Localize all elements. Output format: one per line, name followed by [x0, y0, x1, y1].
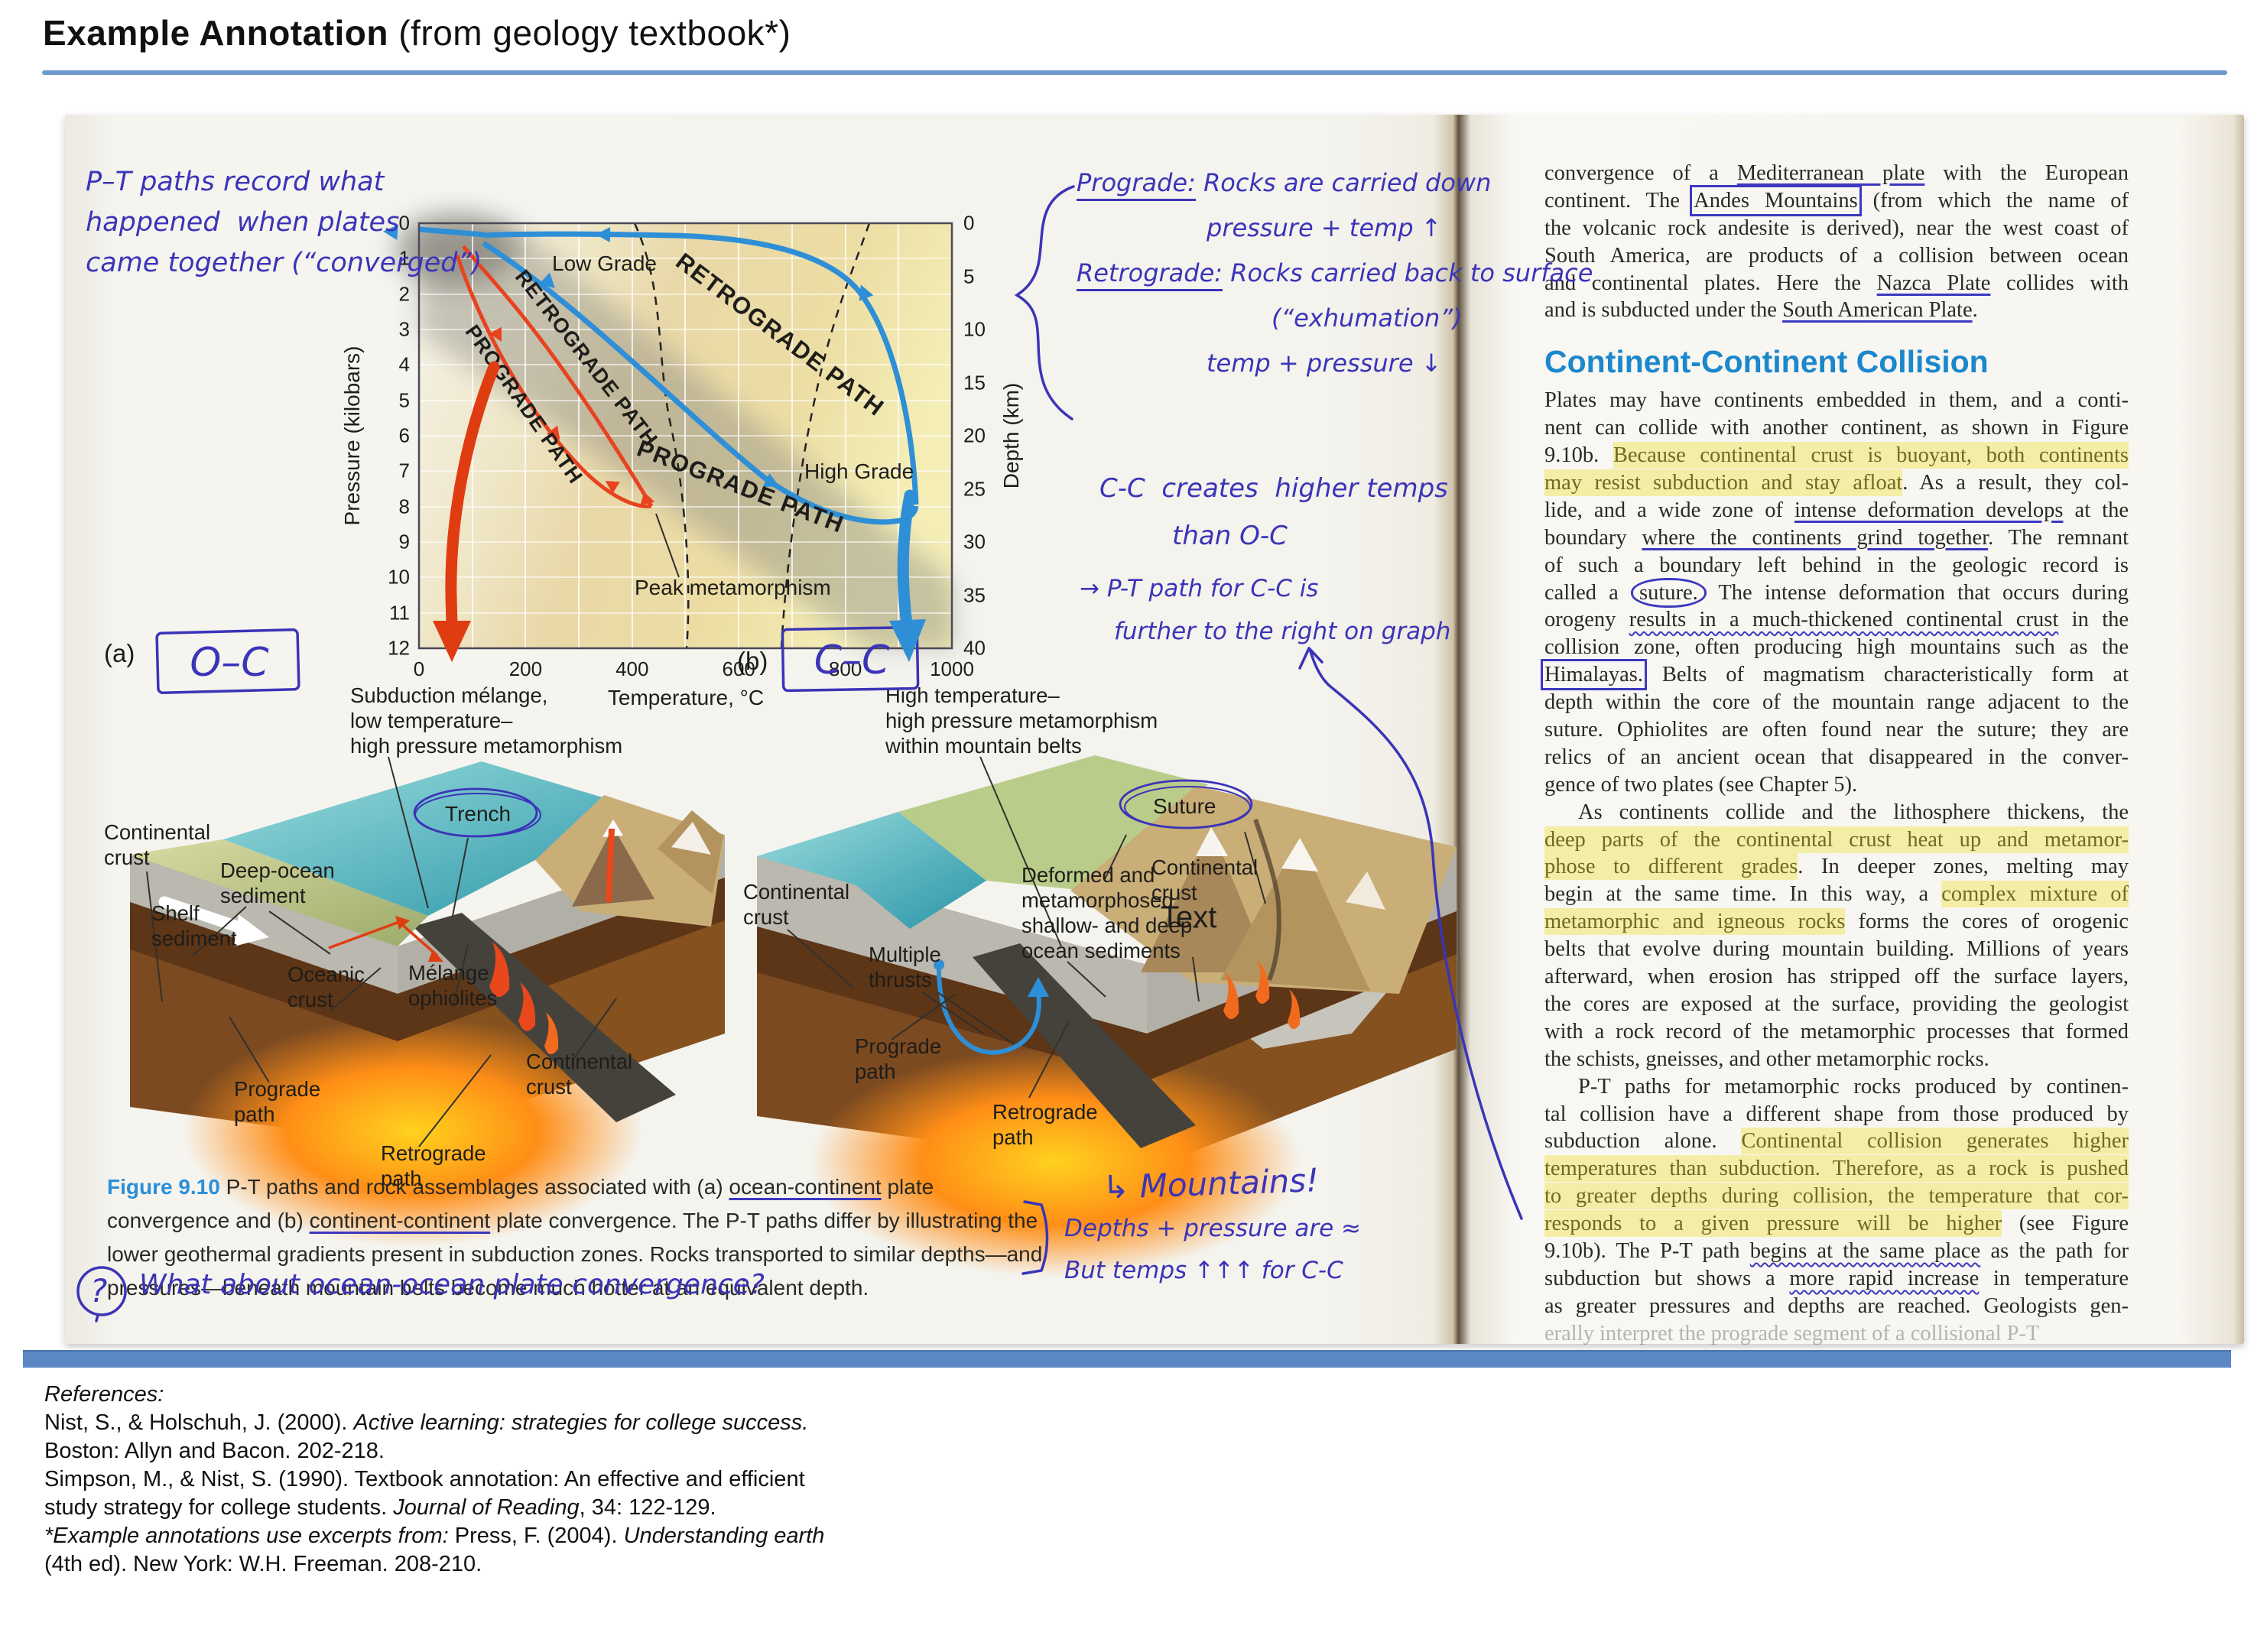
label-b-retrograde-path: Retrograde path	[992, 1100, 1098, 1149]
hw-prograde-retrograde-note: Prograde: Rocks are carried down pressure…	[1077, 168, 1593, 378]
hw-question-circle	[76, 1266, 127, 1316]
panel-b-block	[757, 755, 1457, 1277]
label-b-continental-crust-right: Continental crust	[1151, 855, 1259, 904]
block-diagrams-art	[130, 755, 1457, 1277]
label-melange-ophiolites: Mélange ophiolites	[408, 961, 498, 1010]
y-axis-label-depth: Depth (km)	[999, 383, 1023, 488]
header-divider	[42, 70, 2227, 75]
label-subduction-melange: Subduction mélange, low temperature– hig…	[350, 683, 623, 758]
label-text-artifact: Text	[1161, 901, 1217, 934]
hw-depths-note: Depths + pressure are ≈ But temps ↑↑↑ for…	[1064, 1215, 1362, 1284]
chart-to-panel-arrows	[433, 361, 926, 662]
hw-cc-higher-temps-note: C-C creates higher temps than O-C	[1099, 473, 1448, 551]
hw-oc-tag: O–C	[190, 640, 269, 686]
hw-oc-box	[155, 628, 300, 694]
chart-label-peak: Peak metamorphism	[635, 576, 831, 599]
chart-label-high-grade: High Grade	[804, 459, 914, 483]
hw-bracket	[1021, 1200, 1049, 1275]
hw-question-mark: ?	[90, 1272, 108, 1310]
label-deformed-sediments: Deformed and metamorphosed shallow- and …	[1021, 863, 1200, 962]
page-title: Example Annotation (from geology textboo…	[43, 12, 791, 54]
hw-cc-path-right-note: → P-T path for C-C is further to the righ…	[1080, 575, 1451, 645]
textbook-column: convergence of a Mediterranean plate wit…	[1540, 161, 2129, 1345]
label-trench: Trench	[445, 802, 512, 826]
label-shelf-sediment: Shelf sediment	[151, 901, 237, 950]
panel-a-block	[130, 756, 725, 1246]
label-a-continental-crust-left: Continental crust	[104, 820, 211, 869]
hw-question-note: What about ocean-ocean plate convergence…	[139, 1269, 765, 1300]
figure-caption: Figure 9.10 P-T paths and rock assemblag…	[107, 1175, 1043, 1300]
page-title-bold: Example Annotation	[43, 13, 388, 53]
hw-cc-tag: C–C	[814, 638, 890, 683]
panel-b-index: (b)	[737, 647, 768, 675]
label-oceanic-crust: Oceanic crust	[287, 962, 365, 1011]
references: References: Nist, S., & Holschuh, J. (200…	[44, 1382, 825, 1576]
hw-brace	[1014, 185, 1075, 420]
y-axis-label-pressure: Pressure (kilobars)	[340, 346, 364, 526]
hw-long-arrow	[1309, 650, 1523, 1220]
label-b-continental-crust-left: Continental crust	[743, 880, 850, 929]
x-axis-label-temperature: Temperature, °C	[608, 686, 764, 709]
pt-chart: Low Grade High Grade Peak metamorphism P…	[340, 213, 1023, 709]
label-a-retrograde-path: Retrograde path	[381, 1141, 486, 1190]
footer-divider	[23, 1350, 2231, 1368]
label-a-continental-crust-right: Continental crust	[526, 1050, 633, 1099]
panel-a-index: (a)	[104, 639, 135, 667]
label-high-temp: High temperature– high pressure metamorp…	[885, 683, 1158, 758]
label-deep-ocean-sediment: Deep-ocean sediment	[220, 858, 335, 907]
label-b-prograde-path: Prograde path	[855, 1034, 942, 1083]
red-pt-loop	[455, 245, 655, 508]
label-multiple-thrusts: Multiple thrusts	[869, 943, 941, 992]
label-suture: Suture	[1153, 794, 1216, 818]
label-a-prograde-path: Prograde path	[234, 1077, 321, 1126]
hw-pt-paths-note: P–T paths record what happened when plate…	[86, 167, 482, 278]
page-title-regular: (from geology textbook*)	[388, 13, 791, 53]
hw-cc-box	[781, 625, 920, 693]
chart-label-low-grade: Low Grade	[552, 252, 657, 275]
